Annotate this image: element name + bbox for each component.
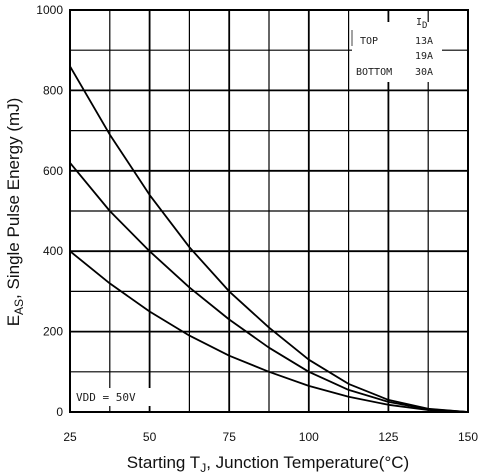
data-series [69,65,469,413]
series-line-1 [69,65,469,413]
y-axis-title: EAS, Single Pulse Energy (mJ) [4,98,26,327]
series-line-2 [69,162,469,413]
series-line-3 [69,250,469,413]
y-tick-label: 200 [43,325,63,339]
x-tick-label: 125 [378,430,398,444]
vdd-annotation: VDD = 50V [72,388,160,406]
legend-row-2-value: 19A [415,51,433,62]
x-tick-label: 25 [63,430,77,444]
y-tick-label: 400 [43,244,63,258]
legend-background [352,22,442,82]
legend-row-3-label: BOTTOM [356,67,392,78]
annotation-text: VDD = 50V [76,391,136,404]
x-tick-label: 50 [143,430,157,444]
x-axis-title: Starting TJ, Junction Temperature(°C) [127,453,409,473]
y-tick-labels: 0 200 400 600 800 1000 [36,3,63,419]
x-tick-labels: 25 50 75 100 125 150 [63,430,478,444]
legend: ID TOP 13A 19A BOTTOM 30A [351,17,442,82]
x-tick-label: 75 [223,430,237,444]
y-tick-label: 1000 [36,3,63,17]
legend-row-3-value: 30A [415,67,433,78]
legend-header: ID [416,17,427,31]
legend-row-1-value: 13A [415,36,433,47]
y-tick-label: 600 [43,164,63,178]
y-tick-label: 0 [56,405,63,419]
legend-row-1-label: TOP [360,36,378,47]
plot-frame [69,9,469,413]
x-tick-label: 100 [299,430,319,444]
y-tick-label: 800 [43,83,63,97]
x-tick-label: 150 [458,430,478,444]
annotation-background [72,388,160,406]
